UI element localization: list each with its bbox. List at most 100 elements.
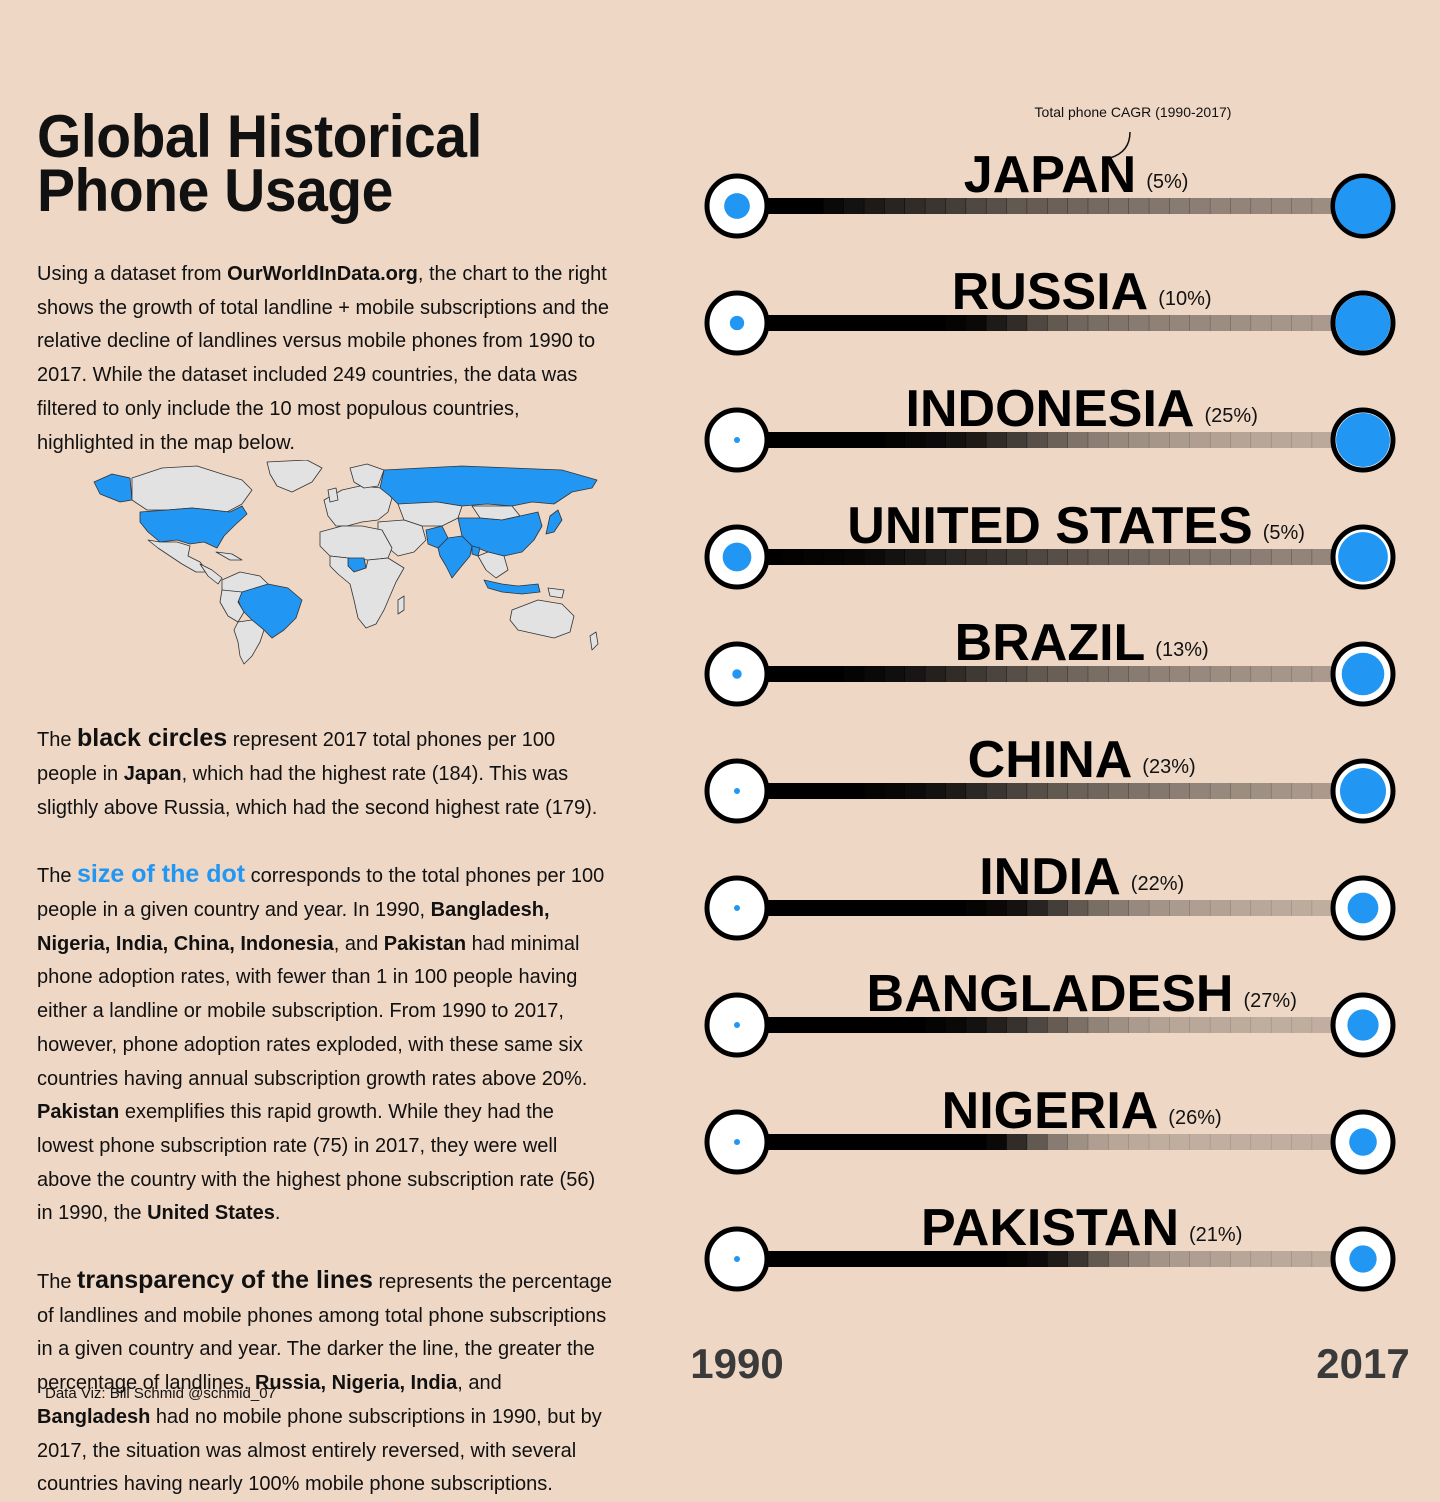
line-segment [1270,666,1292,682]
transparency-highlight: transparency of the lines [77,1266,373,1295]
line-segment [802,783,824,799]
line-segment [1026,432,1048,448]
line-segment [843,666,865,682]
line-segment [823,900,844,916]
line-segment [1169,315,1190,331]
line-segment [1087,783,1109,799]
line-segment [1087,432,1109,448]
line-segment [945,315,967,331]
line-segment [843,783,865,799]
line-segment [802,1251,824,1267]
line-segment [1148,1017,1170,1033]
line-segment [1128,900,1150,916]
line-segment [965,783,987,799]
line-segment [904,666,926,682]
line-segment [985,900,1007,916]
line-segment [1067,1134,1089,1150]
line-segment [1108,666,1129,682]
line-segment [1250,315,1272,331]
line-segment [1209,432,1231,448]
line-segment [1311,549,1333,565]
cagr-label: (21%) [1189,1224,1242,1246]
line-segment [1108,1251,1129,1267]
line-segment [1026,549,1048,565]
line-segment [1108,900,1129,916]
country-label: NIGERIA [942,1082,1159,1140]
line-segment [1291,666,1313,682]
line-segment [1148,198,1170,214]
line-segment [1230,900,1252,916]
line-segment [1291,900,1313,916]
line-segment [1291,1134,1313,1150]
line-segment [1128,432,1150,448]
dot-size-paragraph: The size of the dot corresponds to the t… [37,858,612,1231]
line-segment [1270,315,1292,331]
line-segment [1006,1134,1028,1150]
line-segment [1087,315,1109,331]
line-segment [965,198,987,214]
line-segment [965,666,987,682]
line-segment [802,549,824,565]
line-segment [1250,666,1272,682]
ds-text-1: The [37,865,78,888]
explanation-panel: Global Historical Phone Usage Using a da… [37,107,612,1502]
map-peru-bolivia [219,589,245,623]
line-segment [1108,432,1129,448]
line-segment [1006,783,1028,799]
cagr-label: (22%) [1131,873,1184,895]
line-segment [782,1017,804,1033]
line-segment [1006,666,1028,682]
cagr-annotation-label: Total phone CAGR (1990-2017) [1035,104,1232,120]
line-segment [945,783,967,799]
line-segment [843,198,865,214]
line-segment [945,1134,967,1150]
country-label: UNITED STATES [847,497,1252,555]
transparency-paragraph: The transparency of the lines represents… [37,1264,612,1502]
dot-1990 [734,1256,740,1262]
line-segment [1311,666,1333,682]
line-segment [1026,666,1048,682]
line-segment [1230,1251,1252,1267]
line-segment [924,432,946,448]
dot-2017 [1341,652,1385,696]
line-segment [924,1134,946,1150]
map-central-africa [329,555,405,629]
line-segment [1128,1134,1150,1150]
line-segment [985,432,1007,448]
country-row-india: INDIA (22%) [704,848,1396,941]
line-segment [924,1017,946,1033]
dot-size-highlight: size of the dot [77,860,246,889]
line-segment [1006,1017,1028,1033]
line-segment [1189,900,1211,916]
line-segment [965,1251,987,1267]
line-segment [985,1251,1007,1267]
country-row-pakistan: PAKISTAN (21%) [704,1199,1396,1292]
line-segment [1311,1017,1333,1033]
cagr-label: (27%) [1244,990,1297,1012]
line-segment [1148,549,1170,565]
line-segment [802,432,824,448]
line-segment [884,549,905,565]
line-segment [1087,1134,1109,1150]
line-segment [843,549,865,565]
bc-text-1: The [37,729,78,752]
map-bangladesh [471,545,481,557]
country-label: JAPAN [964,146,1136,204]
country-row-indonesia: INDONESIA (25%) [704,380,1396,473]
line-segment [1006,198,1028,214]
ds-text-5: exemplifies this rapid growth. While the… [37,1101,596,1225]
map-india [437,535,473,579]
dot-1990 [729,315,745,331]
line-segment [1047,900,1068,916]
country-row-bangladesh: BANGLADESH (27%) [704,965,1396,1058]
line-segment [1128,666,1150,682]
country-label: CHINA [968,731,1133,789]
line-segment [985,783,1007,799]
line-segment [843,315,865,331]
country-row-nigeria: NIGERIA (26%) [704,1082,1396,1175]
line-segment [1270,900,1292,916]
line-segment [1087,666,1109,682]
line-segment [1291,783,1313,799]
line-segment [1250,1134,1272,1150]
line-segment [1230,549,1252,565]
